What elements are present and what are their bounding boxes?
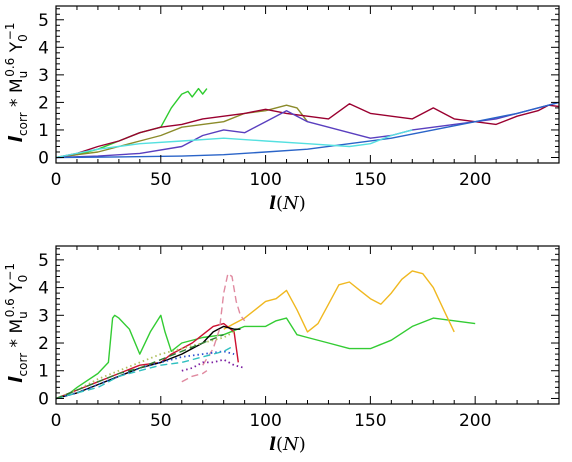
svg-text:lcorr * Mu0.6 Y0−1: lcorr * Mu0.6 Y0−1 bbox=[3, 23, 30, 143]
plot-frame bbox=[55, 5, 560, 164]
series-line-9 bbox=[181, 358, 245, 372]
series-line-2 bbox=[56, 103, 559, 159]
x-tick-label: 100 bbox=[249, 411, 281, 431]
y-axis-title: lcorr * Mu0.6 Y0−1 bbox=[3, 263, 30, 383]
y-tick-label: 1 bbox=[38, 121, 49, 141]
y-tick-label: 3 bbox=[38, 66, 49, 86]
series-line-5 bbox=[181, 370, 208, 383]
x-axis-title: l(N) bbox=[269, 193, 306, 214]
y-axis-title: lcorr * Mu0.6 Y0−1 bbox=[3, 23, 30, 143]
y-tick-label: 2 bbox=[38, 334, 49, 354]
x-tick-label: 50 bbox=[150, 411, 172, 431]
y-tick-label: 3 bbox=[38, 306, 49, 326]
plot-frame bbox=[55, 245, 560, 405]
x-tick-label: 200 bbox=[459, 170, 491, 190]
x-tick-label: 100 bbox=[249, 170, 281, 190]
series-group bbox=[56, 270, 476, 400]
x-tick-label: 200 bbox=[459, 411, 491, 431]
series-line-1 bbox=[223, 270, 455, 333]
y-tick-label: 0 bbox=[38, 389, 49, 409]
series-line-8 bbox=[56, 345, 235, 400]
y-tick-label: 0 bbox=[38, 148, 49, 168]
y-tick-label: 2 bbox=[38, 93, 49, 113]
y-tick-label: 1 bbox=[38, 362, 49, 382]
y-tick-label: 5 bbox=[38, 11, 49, 31]
bottom-chart: 0 50 100 150 200 0 1 2 3 4 5 l(N) lcorr * Mu0.6 Y0−1 bbox=[3, 245, 560, 455]
y-tick-label: 4 bbox=[38, 38, 49, 58]
series-line-4 bbox=[56, 101, 559, 159]
y-tick-label: 4 bbox=[38, 279, 49, 299]
svg-text:lcorr * Mu0.6 Y0−1: lcorr * Mu0.6 Y0−1 bbox=[3, 263, 30, 383]
x-tick-label: 50 bbox=[150, 170, 172, 190]
series-line-4 bbox=[202, 273, 246, 366]
x-axis-title: l(N) bbox=[269, 434, 306, 455]
series-group bbox=[56, 87, 559, 159]
x-tick-label: 0 bbox=[51, 170, 62, 190]
x-tick-label: 150 bbox=[354, 170, 386, 190]
series-line-3 bbox=[56, 325, 241, 400]
y-tick-label: 5 bbox=[38, 251, 49, 271]
top-chart: 0 50 100 150 200 0 1 2 3 4 5 l(N) lcorr * Mu0.6 Y0−1 bbox=[3, 5, 560, 214]
series-line-10 bbox=[56, 334, 224, 400]
x-tick-label: 0 bbox=[51, 411, 62, 431]
x-tick-label: 150 bbox=[354, 411, 386, 431]
series-line-7 bbox=[56, 350, 235, 400]
series-line-5 bbox=[56, 129, 413, 159]
series-line-1 bbox=[56, 104, 309, 159]
series-line-0 bbox=[56, 314, 476, 400]
